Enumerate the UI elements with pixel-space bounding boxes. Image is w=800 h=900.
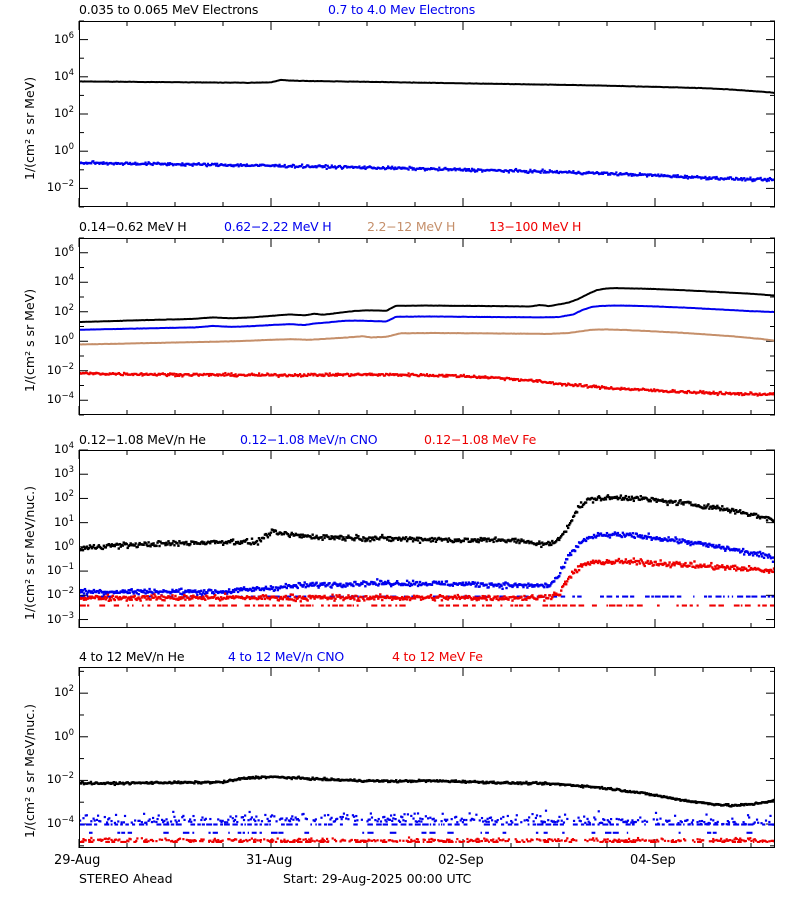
x-tick-label: 29-Aug — [54, 853, 101, 868]
y-tick-label: 100 — [53, 142, 74, 158]
0.035-to-0.065-mev-electrons-plot-group — [80, 78, 774, 183]
y-tick-label: 106 — [53, 243, 74, 259]
y-tick-label: 100 — [53, 332, 74, 348]
y-tick-label: 106 — [53, 30, 74, 46]
x-tick-label: 31-Aug — [246, 853, 293, 868]
panel-protons-title-1: 0.62−2.22 MeV H — [224, 219, 332, 234]
panel-heavy-low-title-2: 0.12−1.08 MeV Fe — [424, 432, 537, 447]
0.14−0.62-mev-h-plot-group — [80, 286, 774, 397]
panel-heavy-low-title-1: 0.12−1.08 MeV/n CNO — [240, 432, 378, 447]
y-tick-label: 104 — [53, 67, 74, 83]
y-tick-label: 104 — [53, 441, 74, 456]
panel-heavy-high-title-0: 4 to 12 MeV/n He — [79, 649, 185, 664]
y-tick-label: 10−3 — [46, 610, 74, 626]
y-tick-label: 104 — [53, 273, 74, 289]
spacecraft-label: STEREO Ahead — [79, 871, 173, 886]
panel-protons-title-2: 2.2−12 MeV H — [367, 219, 456, 234]
y-tick-label: 10−2 — [46, 361, 74, 377]
y-tick-label: 10−2 — [46, 179, 74, 195]
y-tick-label: 103 — [53, 465, 74, 481]
0.12−1.08-mev/n-he-plot-group — [80, 494, 774, 607]
panel-electrons-title-0: 0.035 to 0.065 MeV Electrons — [79, 2, 259, 17]
panel-heavy-high-frame — [79, 667, 775, 848]
start-time-label: Start: 29-Aug-2025 00:00 UTC — [283, 871, 472, 886]
panel-heavy-high-title-2: 4 to 12 MeV Fe — [392, 649, 483, 664]
y-tick-label: 10−4 — [46, 815, 74, 830]
x-tick-label: 04-Sep — [630, 853, 676, 868]
y-tick-label: 102 — [53, 105, 74, 120]
y-tick-label: 10−4 — [46, 391, 74, 407]
series-line — [80, 286, 774, 324]
y-tick-label: 100 — [53, 727, 74, 743]
y-tick-label: 101 — [53, 513, 74, 529]
y-tick-label: 102 — [53, 302, 74, 318]
panel-heavy-high-title-1: 4 to 12 MeV/n CNO — [228, 649, 344, 664]
x-tick-label: 02-Sep — [438, 853, 484, 868]
y-tick-label: 10−2 — [46, 771, 74, 787]
series-line — [80, 304, 774, 331]
y-tick-label: 100 — [53, 538, 74, 553]
y-tick-label: 10−2 — [46, 586, 74, 602]
panel-electrons-title-1: 0.7 to 4.0 Mev Electrons — [328, 2, 476, 17]
y-tick-label: 10−1 — [46, 562, 74, 578]
4-to-12-mev/n-he-plot-group — [80, 775, 774, 843]
panel-protons-title-3: 13−100 MeV H — [489, 219, 582, 234]
series-line — [80, 78, 774, 94]
series-line — [80, 328, 774, 346]
y-tick-label: 102 — [53, 684, 74, 700]
panel-heavy-low-title-0: 0.12−1.08 MeV/n He — [79, 432, 206, 447]
y-tick-label: 102 — [53, 489, 74, 505]
panel-protons-title-0: 0.14−0.62 MeV H — [79, 219, 187, 234]
